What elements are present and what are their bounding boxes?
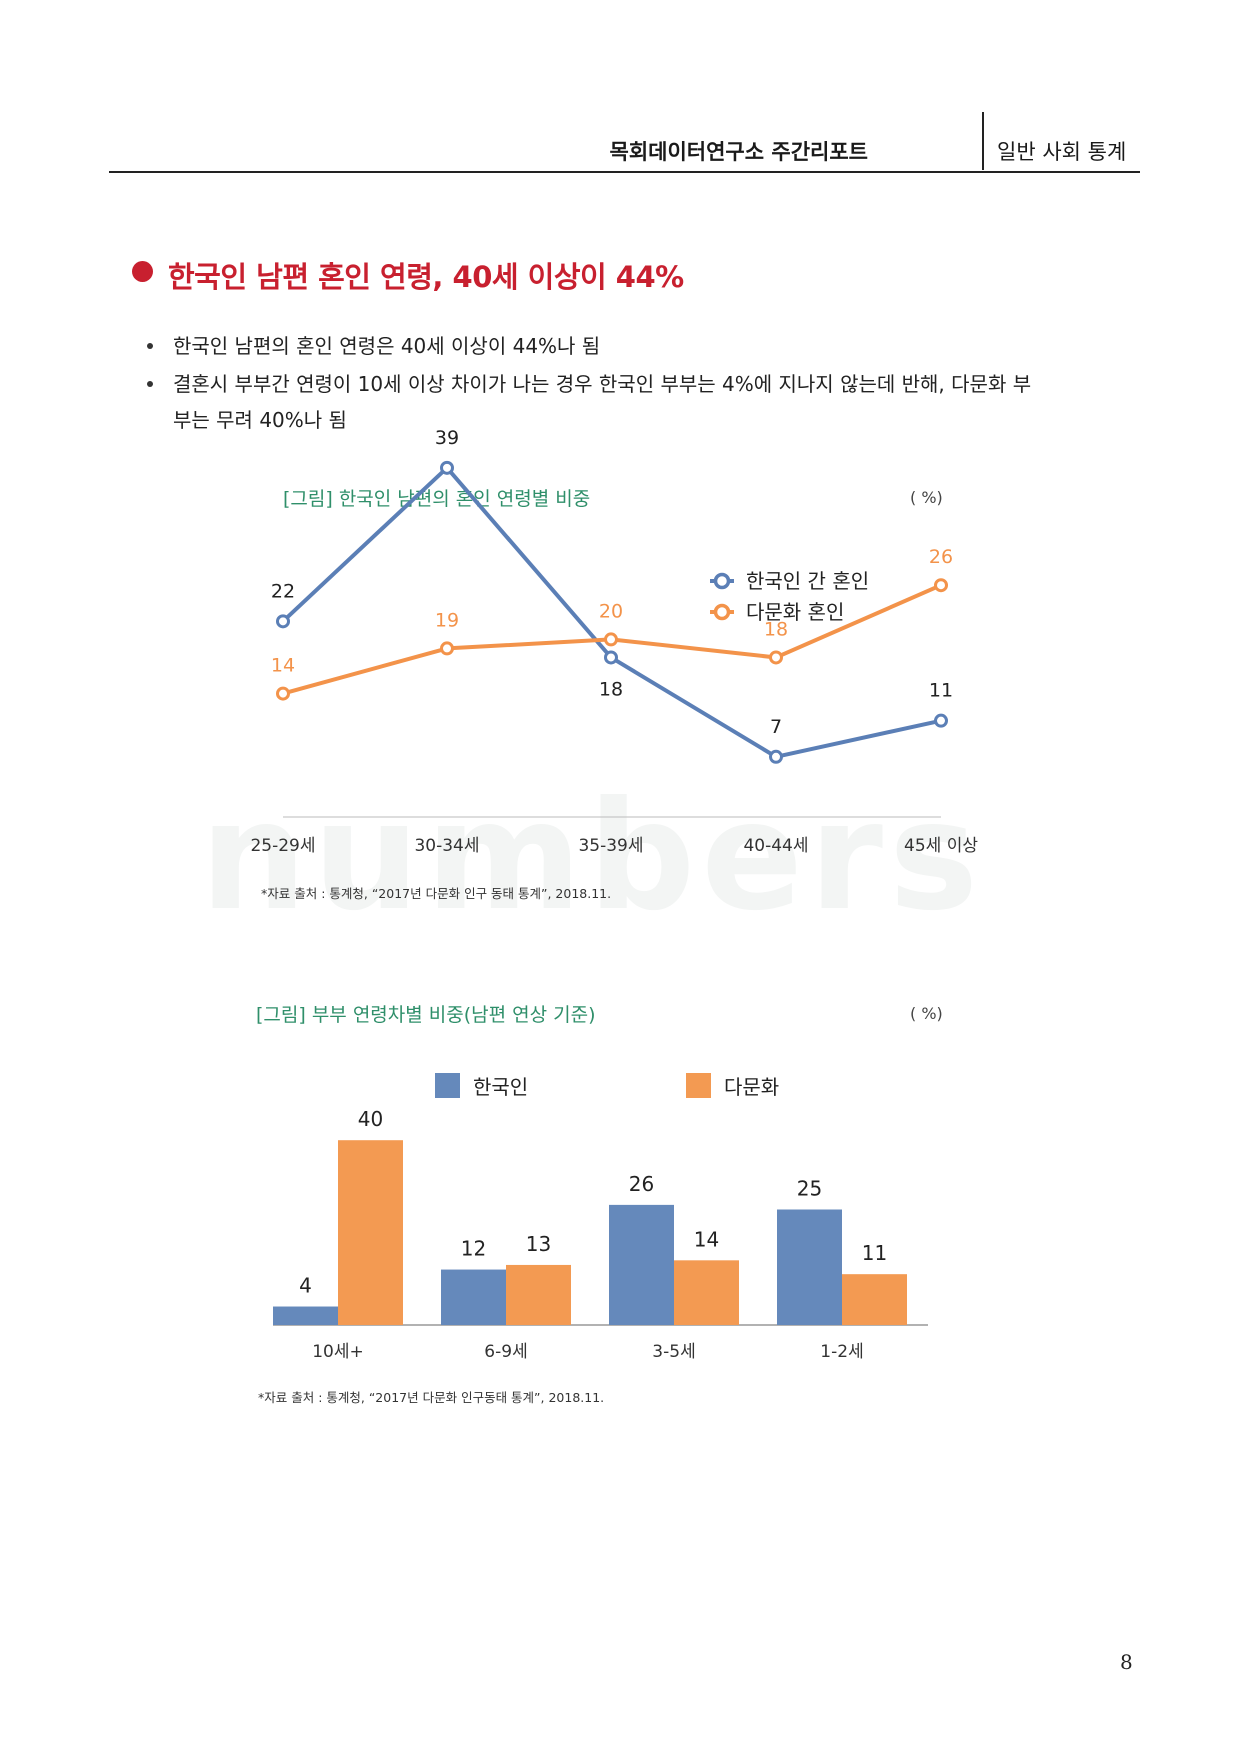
data-label: 20 [599,600,623,622]
legend-marker [713,572,731,590]
watermark: numbers [200,770,985,944]
page-number: 8 [1120,1650,1133,1674]
figure2-unit: ( %) [910,1004,943,1023]
data-label: 18 [764,618,788,640]
data-point [276,686,290,701]
data-point [276,614,290,629]
bullet-circle-icon [132,261,153,282]
legend-label: 다문화 [724,1075,779,1099]
data-point [769,749,783,764]
x-tick-label: 3-5세 [652,1342,695,1362]
bar [441,1269,506,1325]
data-label: 14 [271,655,295,677]
bar [609,1204,674,1325]
data-point [769,650,783,665]
legend-label: 한국인 간 혼인 [746,569,869,593]
bar [338,1140,403,1325]
bar [842,1274,907,1325]
x-tick-label: 6-9세 [484,1342,527,1362]
data-point [604,632,618,647]
x-tick-label: 45세 이상 [904,836,978,856]
header-separator [982,112,984,170]
x-tick-label: 25-29세 [250,836,315,856]
data-label: 22 [271,580,295,602]
legend-swatch [435,1073,460,1098]
bullet-text: 한국인 남편의 혼인 연령은 40세 이상이 44%나 됨 [173,334,601,358]
bullet-dot-icon [147,343,153,349]
data-label: 7 [770,716,782,738]
data-point [604,650,618,665]
legend-swatch [686,1073,711,1098]
bar [273,1306,338,1325]
figure1-unit: ( %) [910,488,943,507]
x-tick-label: 30-34세 [414,836,479,856]
bullet-dot-icon [147,381,153,387]
data-label: 4 [299,1274,312,1298]
x-tick-label: 40-44세 [743,836,808,856]
data-label: 26 [929,546,953,568]
data-label: 12 [461,1237,486,1261]
data-label: 19 [435,609,459,631]
bullet-item: 한국인 남편의 혼인 연령은 40세 이상이 44%나 됨 [145,328,1045,364]
bullet-item: 결혼시 부부간 연령이 10세 이상 차이가 나는 경우 한국인 부부는 4%에… [145,366,1045,438]
header-rule [109,171,1140,173]
data-label: 39 [435,427,459,449]
figure2-source: *자료 출처 : 통계청, “2017년 다문화 인구동태 통계”, 2018.… [258,1390,605,1405]
data-point [934,578,948,593]
bar [674,1260,739,1325]
bar [777,1209,842,1325]
bullet-list: 한국인 남편의 혼인 연령은 40세 이상이 44%나 됨 결혼시 부부간 연령… [145,328,1045,438]
legend-label: 한국인 [473,1075,528,1099]
bullet-text: 결혼시 부부간 연령이 10세 이상 차이가 나는 경우 한국인 부부는 4%에… [173,372,1032,432]
data-point [934,713,948,728]
data-label: 14 [694,1227,719,1251]
figure2-title: [그림] 부부 연령차별 비중(남편 연상 기준) [256,1004,596,1026]
data-label: 26 [629,1172,654,1196]
data-point [440,460,454,475]
page-title: 한국인 남편 혼인 연령, 40세 이상이 44% [168,260,684,294]
section-name: 일반 사회 통계 [997,140,1127,164]
legend-marker [713,603,731,621]
data-label: 40 [358,1107,383,1131]
data-label: 18 [599,678,623,700]
x-tick-label: 10세+ [312,1342,364,1362]
x-tick-label: 1-2세 [820,1342,863,1362]
data-label: 11 [929,680,953,702]
figure1-source: *자료 출처 : 통계청, “2017년 다문화 인구 동태 통계”, 2018… [261,886,612,901]
legend-label: 다문화 혼인 [746,600,844,624]
report-name: 목회데이터연구소 주간리포트 [609,140,868,164]
bar [506,1264,571,1325]
data-label: 25 [797,1177,822,1201]
data-point [440,641,454,656]
x-tick-label: 35-39세 [578,836,643,856]
figure1-title: [그림] 한국인 남편의 혼인 연령별 비중 [283,488,591,510]
data-label: 13 [526,1232,551,1256]
data-label: 11 [862,1241,887,1265]
